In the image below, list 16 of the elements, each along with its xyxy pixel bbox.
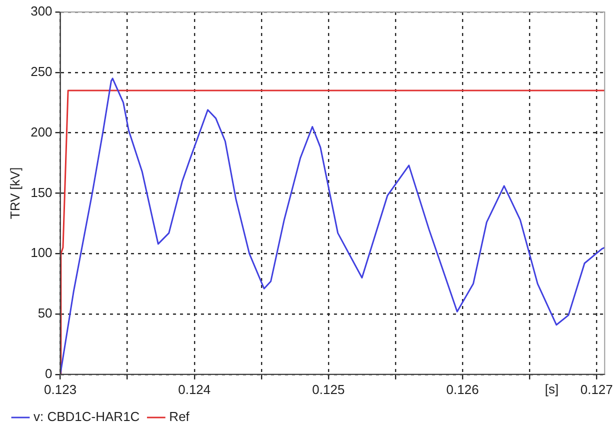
x-tick-label: 0.127 [580,382,613,397]
x-tick-label: 0.126 [446,382,479,397]
y-tick-label: 100 [30,245,52,260]
y-tick-label: 150 [30,184,52,200]
legend-label: Ref [169,409,190,424]
y-tick-label: 0 [45,366,52,381]
x-tick-label: 0.125 [312,382,345,397]
y-tick-label: 50 [38,306,52,321]
y-axis-title: TRV [kV] [7,167,22,220]
legend-label: v: CBD1C-HAR1C [34,409,140,424]
y-tick-label: 250 [30,64,52,79]
y-tick-label: 300 [30,4,52,19]
x-tick-label: 0.123 [44,382,77,397]
x-tick-label: 0.124 [178,382,211,397]
x-axis-title: [s] [544,381,559,396]
y-tick-label: 200 [30,124,52,140]
